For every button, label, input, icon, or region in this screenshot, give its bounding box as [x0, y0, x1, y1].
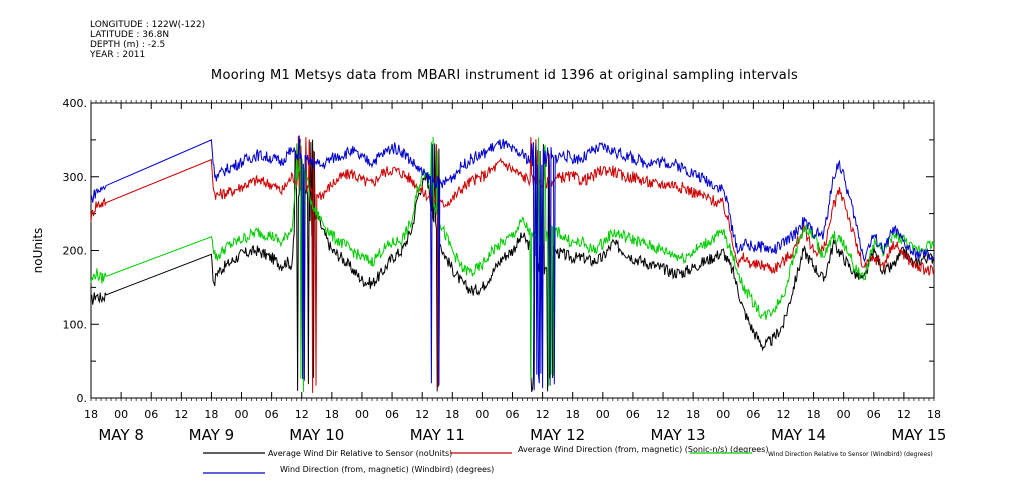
x-day-label: MAY 12: [530, 426, 585, 444]
x-tick-label: 18: [84, 408, 98, 421]
x-tick-label: 18: [807, 408, 821, 421]
x-tick-label: 06: [506, 408, 520, 421]
series-sonic-direction-line: [90, 136, 935, 393]
x-tick-label: 18: [325, 408, 339, 421]
station-info: LONGITUDE : 122W(-122) LATITUDE : 36.8N …: [90, 20, 205, 60]
x-tick-label: 06: [746, 408, 760, 421]
x-tick-label: 18: [686, 408, 700, 421]
x-tick-label: 12: [295, 408, 309, 421]
x-tick-label: 00: [235, 408, 249, 421]
y-tick-label: 200.: [63, 245, 88, 258]
x-tick-label: 12: [174, 408, 188, 421]
depth-label: DEPTH (m) : -2.5: [90, 40, 166, 50]
x-tick-label: 00: [596, 408, 610, 421]
y-tick-label: 100.: [63, 318, 88, 331]
x-tick-label: 06: [867, 408, 881, 421]
x-tick-label: 12: [536, 408, 550, 421]
x-tick-label: 06: [265, 408, 279, 421]
x-tick-label: 18: [204, 408, 218, 421]
x-tick-label: 00: [355, 408, 369, 421]
x-tick-label: 00: [716, 408, 730, 421]
x-tick-label: 12: [415, 408, 429, 421]
x-tick-label: 18: [566, 408, 580, 421]
longitude-label: LONGITUDE : 122W(-122): [90, 20, 206, 30]
chart-title: Mooring M1 Metsys data from MBARI instru…: [210, 68, 799, 83]
x-tick-label: 06: [144, 408, 158, 421]
legend-entry-windbird-relative-label: Wind Direction Relative to Sensor (Windb…: [768, 451, 933, 458]
x-tick-label: 12: [776, 408, 790, 421]
x-day-label: MAY 14: [771, 426, 826, 444]
x-day-label: MAY 9: [189, 426, 235, 444]
legend-entry-windbird-direction-label: Wind Direction (from, magnetic) (Windbir…: [280, 465, 494, 474]
x-day-label: MAY 8: [98, 426, 144, 444]
y-tick-label: 0.: [77, 392, 88, 405]
series-windbird-direction-line: [90, 135, 935, 391]
x-tick-label: 18: [927, 408, 941, 421]
x-tick-label: 18: [445, 408, 459, 421]
x-tick-label: 12: [656, 408, 670, 421]
x-day-label: MAY 11: [410, 426, 465, 444]
legend-entry-sonic-direction-label: Average Wind Direction (from, magnetic) …: [518, 445, 768, 454]
x-tick-label: 12: [897, 408, 911, 421]
x-tick-label: 00: [475, 408, 489, 421]
y-tick-label: 300.: [63, 171, 88, 184]
x-tick-label: 06: [385, 408, 399, 421]
x-day-label: MAY 10: [289, 426, 344, 444]
y-tick-label: 400.: [63, 97, 88, 110]
y-axis-label: noUnits: [31, 228, 45, 274]
year-label: YEAR : 2011: [90, 50, 146, 60]
x-day-label: MAY 15: [891, 426, 946, 444]
x-tick-label: 06: [626, 408, 640, 421]
latitude-label: LATITUDE : 36.8N: [90, 30, 170, 40]
series-windbird-relative-line: [90, 136, 935, 392]
x-tick-label: 00: [837, 408, 851, 421]
x-day-label: MAY 13: [651, 426, 706, 444]
x-tick-label: 00: [114, 408, 128, 421]
legend-entry-relative-to-sensor-label: Average Wind Dir Relative to Sensor (noU…: [268, 449, 452, 458]
